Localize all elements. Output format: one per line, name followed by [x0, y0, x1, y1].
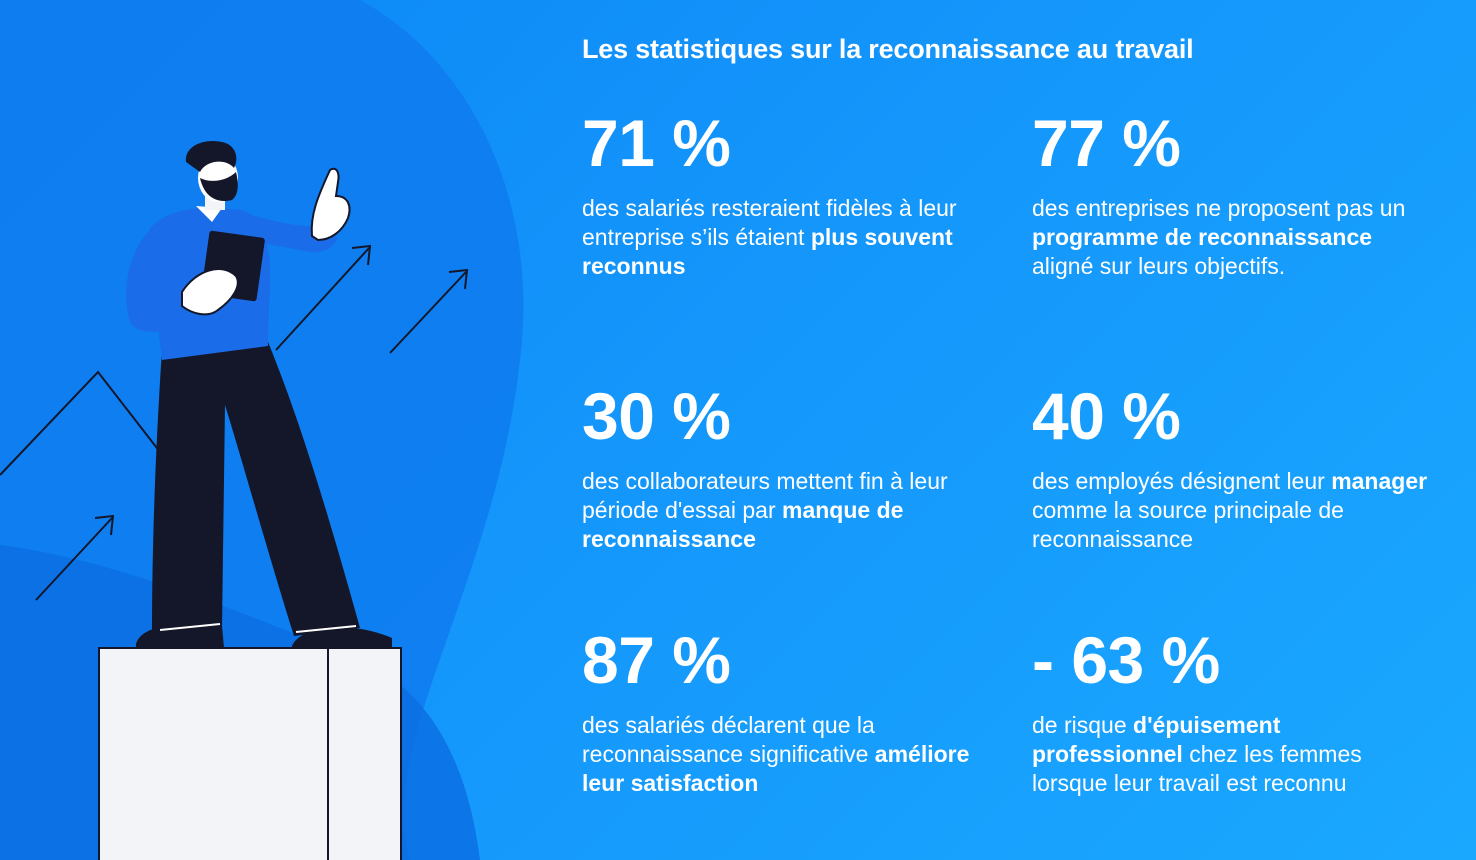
desc-text: chez les femmes lorsque leur travail est… — [1032, 741, 1362, 796]
hair — [185, 140, 237, 172]
stat-value: 71 % — [582, 106, 731, 180]
stat-description: de risque d'épuisement professionnel che… — [1032, 711, 1432, 798]
left-hand — [181, 268, 239, 316]
desc-text: des employés désignent leur — [1032, 468, 1332, 494]
stat-block: 77 % des entreprises ne proposent pas un… — [1032, 110, 1432, 281]
stat-value: 87 % — [582, 623, 731, 697]
desc-emphasis: programme de reconnaissance — [1032, 224, 1373, 250]
stat-block: 30 % des collaborateurs mettent fin à le… — [582, 383, 982, 554]
stat-block: 40 % des employés désignent leur manager… — [1032, 383, 1432, 554]
growth-arrow-3 — [389, 268, 469, 354]
desc-text: des entreprises ne proposent pas un — [1032, 195, 1406, 221]
trend-mountain-line — [0, 370, 161, 476]
desc-text: comme la source principale de reconnaiss… — [1032, 497, 1344, 552]
man-on-podium-pointing-up-icon — [0, 0, 524, 860]
desc-text: des collaborateurs mettent fin à leur pé… — [582, 468, 948, 523]
desc-emphasis: manager — [1331, 468, 1428, 494]
desc-text: de risque — [1032, 712, 1134, 738]
stat-description: des collaborateurs mettent fin à leur pé… — [582, 467, 982, 554]
growth-arrow-2 — [275, 244, 372, 351]
desc-emphasis: manque de reconnaissance — [582, 497, 904, 552]
beard — [200, 172, 238, 202]
desc-text: aligné sur leurs objectifs. — [1032, 253, 1286, 279]
podium — [98, 647, 402, 860]
stat-block: 87 % des salariés déclarent que la recon… — [582, 627, 982, 798]
desc-emphasis: plus souvent reconnus — [582, 224, 953, 279]
stat-value: 30 % — [582, 379, 731, 453]
desc-text: des salariés déclarent que la reconnaiss… — [582, 712, 875, 767]
page-title: Les statistiques sur la reconnaissance a… — [582, 34, 1194, 64]
stat-description: des salariés resteraient fidèles à leur … — [582, 194, 982, 281]
right-hand — [310, 167, 351, 242]
stat-description: des entreprises ne proposent pas un prog… — [1032, 194, 1432, 281]
stat-value: - 63 % — [1032, 623, 1220, 697]
stat-value: 77 % — [1032, 106, 1181, 180]
stat-value: 40 % — [1032, 379, 1181, 453]
desc-emphasis: d'épuisement professionnel — [1032, 712, 1281, 767]
growth-arrow-1 — [35, 514, 115, 601]
stat-description: des salariés déclarent que la reconnaiss… — [582, 711, 982, 798]
stat-block: - 63 % de risque d'épuisement profession… — [1032, 627, 1432, 798]
stat-block: 71 % des salariés resteraient fidèles à … — [582, 110, 982, 281]
pants — [152, 342, 360, 636]
desc-text: des salariés resteraient fidèles à leur … — [582, 195, 957, 250]
desc-emphasis: améliore leur satisfaction — [582, 741, 970, 796]
stat-description: des employés désignent leur manager comm… — [1032, 467, 1432, 554]
